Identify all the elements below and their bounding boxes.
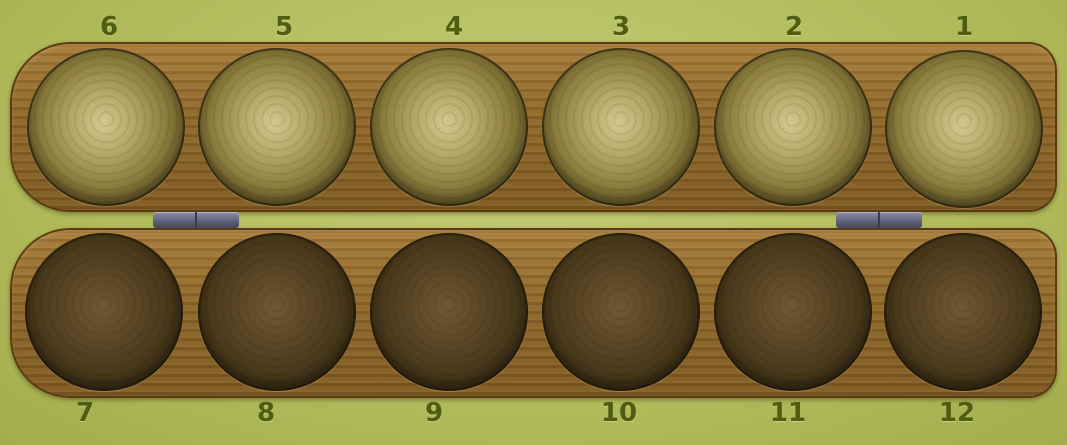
pit-8[interactable] <box>198 233 356 391</box>
pit-7[interactable] <box>25 233 183 391</box>
pit-label-6: 6 <box>99 12 119 42</box>
hinge-left <box>153 212 239 228</box>
hinge-right <box>836 212 922 228</box>
pit-1[interactable] <box>885 50 1043 208</box>
pit-6[interactable] <box>27 48 185 206</box>
pit-label-3: 3 <box>611 12 631 42</box>
pit-9[interactable] <box>370 233 528 391</box>
pit-label-7: 7 <box>75 398 95 428</box>
pit-label-10: 10 <box>600 398 638 428</box>
pit-label-9: 9 <box>424 398 444 428</box>
pit-11[interactable] <box>714 233 872 391</box>
pit-label-12: 12 <box>938 398 976 428</box>
pit-5[interactable] <box>198 48 356 206</box>
pit-3[interactable] <box>542 48 700 206</box>
pit-10[interactable] <box>542 233 700 391</box>
pit-label-11: 11 <box>769 398 807 428</box>
pit-label-8: 8 <box>256 398 276 428</box>
pit-12[interactable] <box>884 233 1042 391</box>
board-bottom-half <box>10 228 1057 398</box>
pit-label-2: 2 <box>784 12 804 42</box>
pit-4[interactable] <box>370 48 528 206</box>
pit-2[interactable] <box>714 48 872 206</box>
pit-label-4: 4 <box>444 12 464 42</box>
pit-label-1: 1 <box>954 12 974 42</box>
pit-label-5: 5 <box>274 12 294 42</box>
